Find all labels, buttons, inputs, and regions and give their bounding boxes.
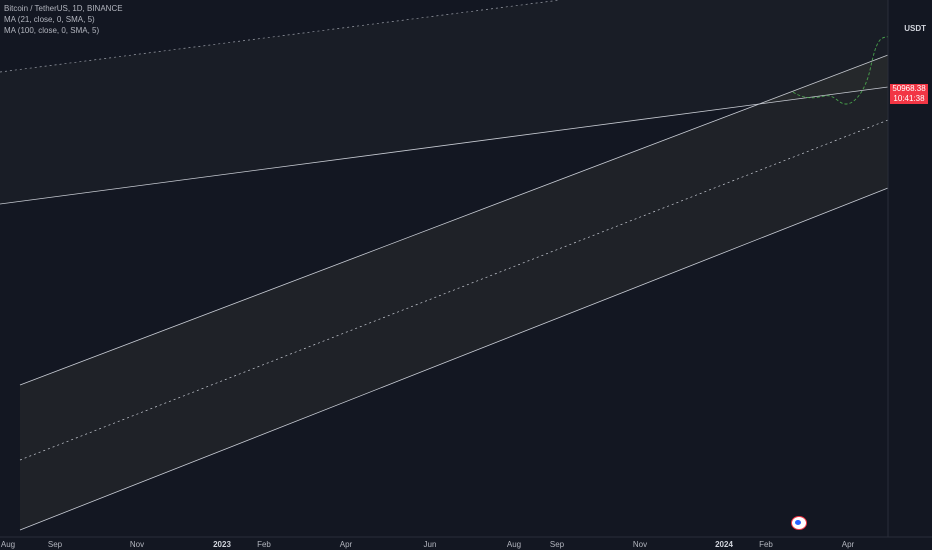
time-tick-label: Feb <box>257 540 271 549</box>
legend-symbol: Bitcoin / TetherUS, 1D, BINANCE <box>4 4 123 13</box>
time-tick-label: Nov <box>633 540 647 549</box>
channel-upper-line <box>19 54 889 386</box>
long-resistance-line <box>0 86 889 205</box>
time-axis-bg <box>0 537 932 550</box>
time-tick-label: Jun <box>424 540 437 549</box>
time-tick-label: Aug <box>1 540 15 549</box>
channel-lower-line <box>19 187 889 531</box>
chart-legend: Bitcoin / TetherUS, 1D, BINANCE MA (21, … <box>4 3 123 36</box>
channel-fill <box>20 55 888 530</box>
projection-path <box>792 35 890 105</box>
time-tick-label: Apr <box>842 540 855 549</box>
current-price-label: 50968.38 <box>890 84 928 94</box>
tradingview-logo-icon[interactable] <box>791 516 807 530</box>
time-tick-label: Aug <box>507 540 521 549</box>
time-tick-label: Sep <box>48 540 63 549</box>
legend-ma21: MA (21, close, 0, SMA, 5) <box>4 15 95 24</box>
channel-mid-line <box>19 119 889 461</box>
time-tick-label: Feb <box>759 540 773 549</box>
legend-ma100: MA (100, close, 0, SMA, 5) <box>4 26 100 35</box>
upper-zone-fill <box>0 0 888 204</box>
time-tick-label: 2023 <box>213 540 231 549</box>
time-tick-label: Apr <box>340 540 353 549</box>
time-tick-label: 2024 <box>715 540 733 549</box>
time-tick-label: Nov <box>130 540 144 549</box>
upper-dashed-line <box>0 0 561 73</box>
price-axis-bg <box>888 0 932 550</box>
bar-countdown-label: 10:41:38 <box>890 94 928 104</box>
time-tick-label: Sep <box>550 540 565 549</box>
price-axis-unit[interactable]: USDT <box>904 24 926 33</box>
